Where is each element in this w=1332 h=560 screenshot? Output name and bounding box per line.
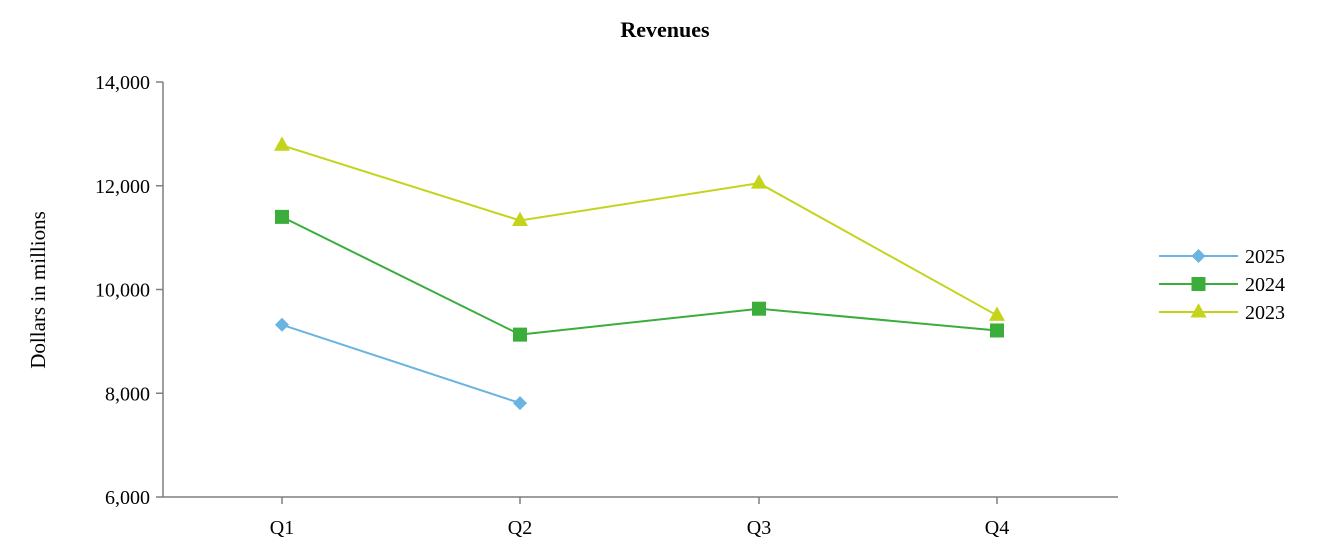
series-2025 xyxy=(275,317,527,411)
legend-item-2023: 2023 xyxy=(1159,302,1285,324)
y-tick-label: 6,000 xyxy=(105,487,150,509)
x-axis-ticks: Q1 Q2 Q3 Q4 xyxy=(270,497,1009,539)
legend-marker xyxy=(1191,249,1206,263)
data-point-2023 xyxy=(751,174,767,189)
x-tick-label: Q4 xyxy=(985,517,1009,539)
legend-label: 2025 xyxy=(1245,246,1285,268)
series-layer xyxy=(274,136,1005,411)
data-point-2025 xyxy=(275,317,289,332)
data-point-2024 xyxy=(990,323,1004,338)
series-line-2023 xyxy=(281,144,998,317)
y-tick-label: 12,000 xyxy=(95,176,150,198)
data-point-2024 xyxy=(275,209,289,224)
x-tick-label: Q2 xyxy=(508,517,532,539)
data-point-2023 xyxy=(512,211,528,226)
series-line-2025 xyxy=(281,323,521,405)
chart-title: Revenues xyxy=(620,17,710,42)
x-tick-label: Q3 xyxy=(747,517,771,539)
series-2023 xyxy=(274,136,1005,321)
y-tick-label: 10,000 xyxy=(95,280,150,302)
legend-label: 2024 xyxy=(1245,274,1285,296)
legend-item-2025: 2025 xyxy=(1159,246,1285,268)
legend-marker xyxy=(1190,303,1207,318)
legend-item-2024: 2024 xyxy=(1159,274,1285,296)
data-point-2025 xyxy=(513,396,527,411)
legend: 2025 2024 2023 xyxy=(1159,246,1285,324)
legend-marker xyxy=(1191,277,1206,291)
y-tick-label: 14,000 xyxy=(95,72,150,94)
data-point-2024 xyxy=(513,327,527,342)
data-point-2023 xyxy=(989,306,1005,321)
x-tick-label: Q1 xyxy=(270,517,294,539)
series-line-2024 xyxy=(281,215,998,336)
data-point-2023 xyxy=(274,136,290,151)
legend-label: 2023 xyxy=(1245,302,1285,324)
y-axis-title: Dollars in millions xyxy=(26,211,50,369)
series-2024 xyxy=(275,209,1004,342)
y-tick-label: 8,000 xyxy=(105,383,150,405)
data-point-2024 xyxy=(752,301,766,316)
y-axis-ticks: 6,000 8,000 10,000 12,000 14,000 xyxy=(95,72,163,509)
